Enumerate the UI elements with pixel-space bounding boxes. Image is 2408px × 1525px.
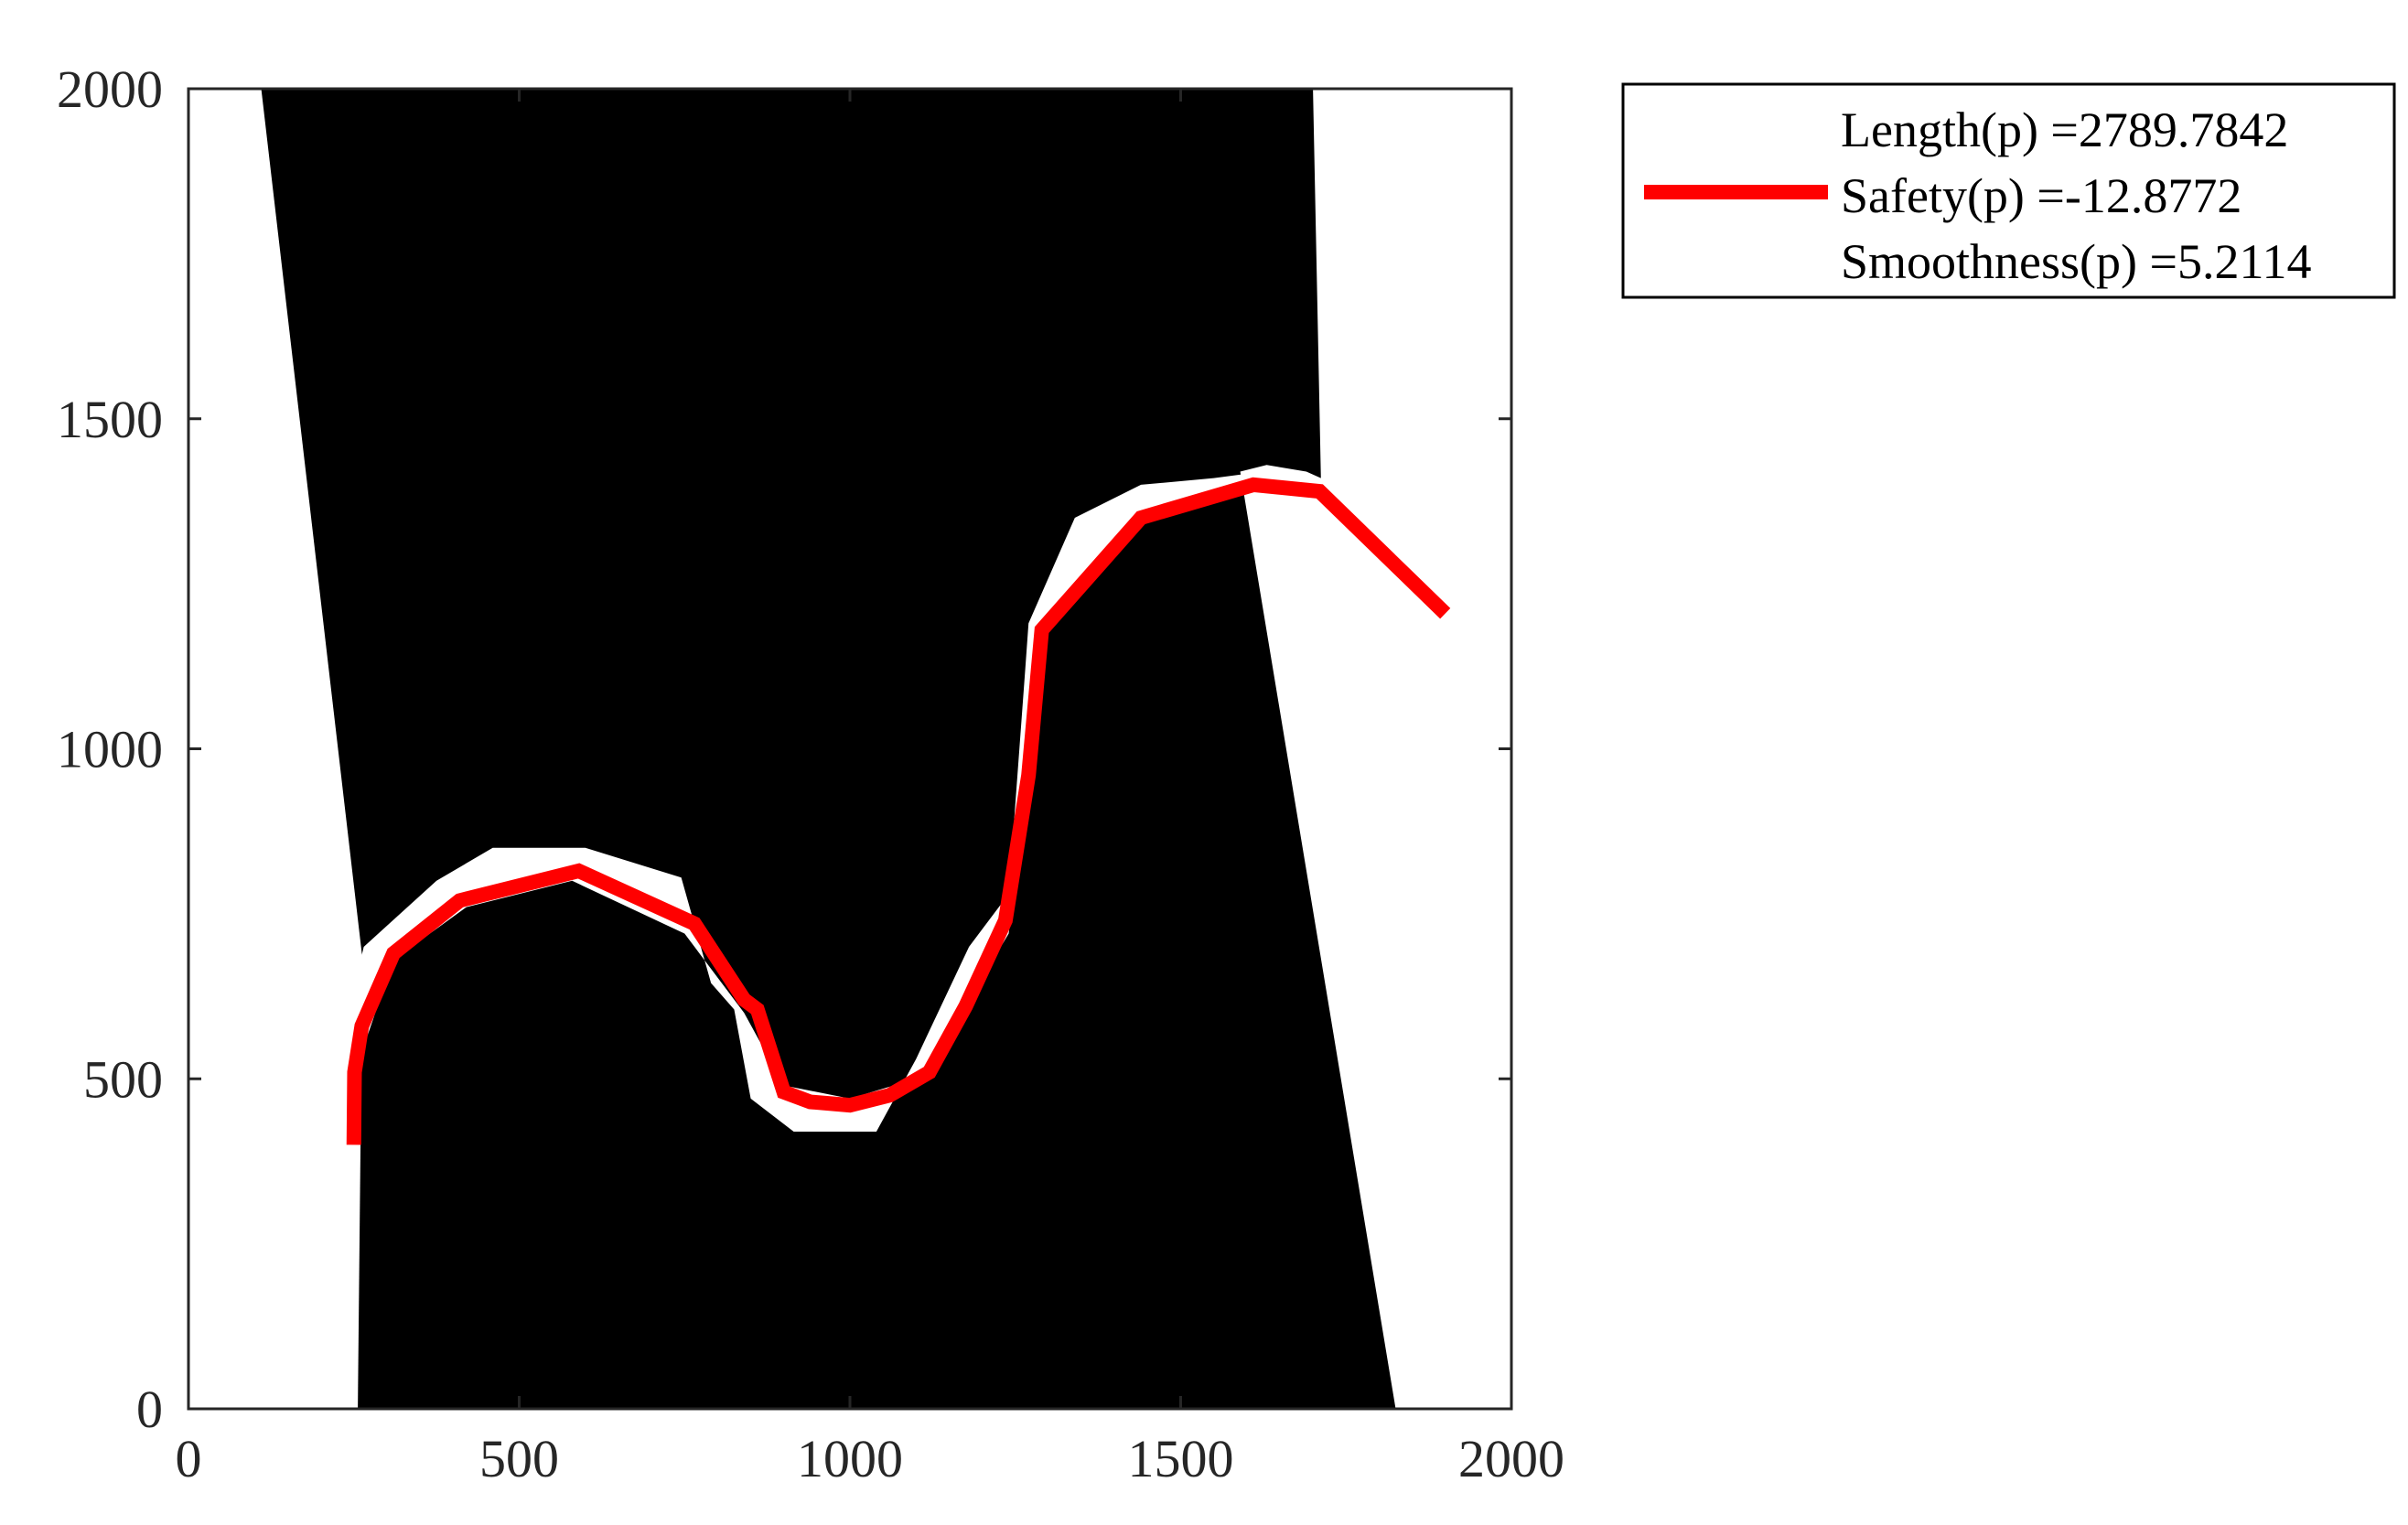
legend-entry-length: Length(p) =2789.7842 [1841,102,2288,157]
legend: Length(p) =2789.7842 Safety(p) =-12.8772… [1621,82,2396,299]
planned-path-line [346,477,1451,1145]
x-tick-label: 1500 [1128,1429,1234,1488]
free-space-regions [188,89,1511,1409]
y-tick-label: 1000 [57,720,163,779]
legend-entry-safety: Safety(p) =-12.8772 [1841,168,2241,223]
free-space-region-2 [1240,89,1511,1409]
free-space-region-1 [188,89,363,1409]
x-tick-label: 0 [176,1429,202,1488]
free-space-region-3 [341,471,1263,1145]
y-tick-label: 2000 [57,59,163,119]
legend-entry-smoothness: Smoothness(p) =5.2114 [1841,234,2311,289]
plot-area [187,87,1513,1411]
x-tick-label: 2000 [1458,1429,1564,1488]
y-tick-label: 0 [136,1380,163,1439]
y-tick-label: 500 [83,1049,163,1109]
y-axis-ticks: 0 500 1000 1500 2000 [57,59,1511,1439]
x-tick-label: 1000 [797,1429,903,1488]
y-tick-label: 1500 [57,390,163,449]
x-axis-ticks: 0 500 1000 1500 2000 [176,89,1564,1488]
x-tick-label: 500 [479,1429,559,1488]
